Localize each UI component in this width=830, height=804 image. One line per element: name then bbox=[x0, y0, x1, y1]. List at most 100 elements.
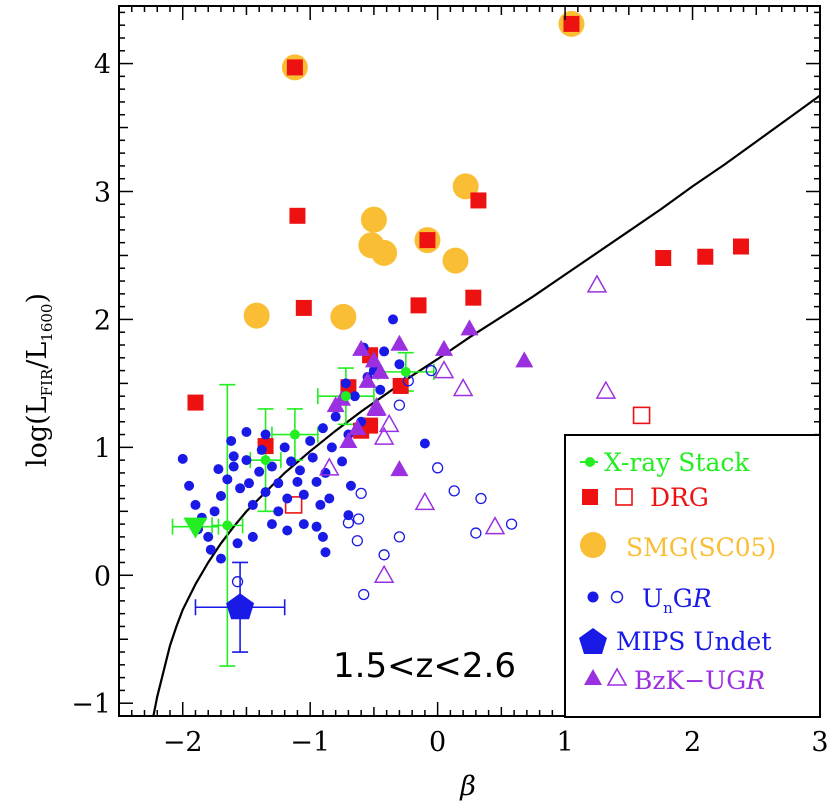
data-point bbox=[419, 232, 436, 249]
legend-entry-ung: UnGR bbox=[587, 584, 712, 617]
series-2-square-open bbox=[284, 406, 651, 514]
data-point bbox=[410, 297, 427, 314]
data-point bbox=[298, 489, 309, 500]
data-point bbox=[226, 435, 237, 446]
legend-entry-smg: SMG(SC05) bbox=[580, 532, 776, 562]
data-point bbox=[311, 521, 322, 532]
legend-xray-marker bbox=[585, 457, 595, 467]
legend-ung-label-main: U bbox=[642, 584, 663, 613]
legend-bzk-label-script: R bbox=[745, 666, 765, 695]
legend-mips-marker bbox=[579, 628, 607, 654]
legend-bzk-label-main: BzK−UG bbox=[634, 666, 746, 695]
data-point bbox=[697, 248, 714, 265]
data-point bbox=[190, 499, 201, 510]
data-point bbox=[241, 455, 252, 466]
data-marks-layer bbox=[177, 10, 749, 620]
legend-entry-mips: MIPS Undet bbox=[579, 627, 771, 656]
data-point bbox=[247, 499, 258, 510]
data-point bbox=[183, 517, 208, 539]
data-point bbox=[732, 238, 749, 255]
data-point bbox=[305, 435, 316, 446]
data-point bbox=[215, 553, 226, 564]
x-tick-label: 3 bbox=[811, 727, 828, 758]
data-point bbox=[342, 517, 355, 529]
data-point bbox=[470, 527, 482, 539]
model-curve-layer bbox=[152, 94, 821, 717]
data-point bbox=[431, 462, 444, 474]
data-point bbox=[343, 510, 354, 521]
series-6-triangle-open bbox=[319, 274, 617, 584]
x-axis-label: β bbox=[459, 771, 476, 802]
data-point bbox=[326, 442, 337, 453]
y-tick-label: 3 bbox=[94, 177, 111, 208]
data-point bbox=[595, 380, 617, 399]
data-point bbox=[279, 442, 290, 453]
data-point bbox=[324, 493, 335, 504]
series-4-circle-open-small bbox=[231, 364, 518, 601]
data-point bbox=[586, 274, 608, 293]
data-point bbox=[358, 371, 377, 388]
data-point bbox=[442, 247, 469, 274]
data-point bbox=[345, 480, 356, 491]
data-point bbox=[177, 453, 188, 464]
data-point bbox=[286, 59, 303, 76]
data-point bbox=[340, 391, 351, 402]
data-point bbox=[317, 531, 328, 542]
data-point bbox=[187, 394, 204, 411]
series-0-circle-filled bbox=[243, 10, 585, 330]
data-point bbox=[390, 460, 409, 477]
data-point bbox=[515, 351, 534, 368]
series-9-pentagon-filled bbox=[226, 593, 255, 620]
model-curve bbox=[152, 94, 821, 717]
data-point bbox=[209, 506, 220, 517]
legend-ung-label-rest: G bbox=[673, 584, 693, 613]
y-axis-label-main: log(L bbox=[22, 396, 53, 467]
data-point bbox=[222, 474, 233, 485]
data-point bbox=[294, 465, 305, 476]
legend-ung-label: UnGR bbox=[642, 584, 712, 617]
y-axis-label: log(LFIR/L1600) bbox=[22, 293, 56, 467]
legend-mips-label: MIPS Undet bbox=[616, 627, 771, 656]
legend-ung-label-sub: n bbox=[663, 599, 673, 617]
series-7-circle-filled-small bbox=[222, 366, 411, 531]
legend-smg-marker bbox=[580, 532, 606, 558]
legend-ung-open-marker bbox=[610, 590, 624, 604]
data-point bbox=[205, 544, 216, 555]
legend-ung-label-script: R bbox=[692, 584, 712, 613]
y-axis-label-mid: /L bbox=[22, 342, 53, 369]
data-point bbox=[352, 339, 371, 356]
data-point bbox=[435, 339, 454, 356]
data-point bbox=[655, 250, 672, 267]
data-point bbox=[339, 431, 358, 448]
data-point bbox=[425, 364, 437, 377]
y-axis-label-sub1: FIR bbox=[38, 368, 56, 396]
data-point bbox=[273, 478, 284, 489]
data-point bbox=[315, 499, 326, 510]
data-point bbox=[311, 476, 322, 487]
y-axis-label-sub2: 1600 bbox=[38, 304, 56, 342]
data-point bbox=[414, 491, 436, 511]
data-point bbox=[379, 346, 390, 357]
data-point bbox=[349, 391, 360, 402]
data-point bbox=[222, 520, 233, 531]
data-point bbox=[378, 413, 400, 433]
data-point bbox=[375, 384, 386, 395]
data-point bbox=[358, 588, 370, 601]
errorbar-7-3 bbox=[317, 367, 375, 426]
data-point bbox=[351, 535, 363, 547]
data-point bbox=[393, 399, 406, 411]
data-point bbox=[348, 419, 367, 436]
data-point bbox=[371, 239, 398, 266]
data-point bbox=[256, 444, 267, 455]
data-point bbox=[215, 490, 226, 501]
y-tick-label: −1 bbox=[71, 689, 111, 720]
data-point bbox=[419, 438, 430, 449]
data-point bbox=[254, 466, 265, 477]
data-point bbox=[243, 302, 270, 329]
data-point bbox=[360, 206, 387, 233]
legend-entry-bzk: BzK−UGR bbox=[584, 666, 765, 695]
data-point bbox=[378, 549, 390, 561]
data-point bbox=[284, 496, 303, 514]
data-point bbox=[298, 519, 309, 530]
